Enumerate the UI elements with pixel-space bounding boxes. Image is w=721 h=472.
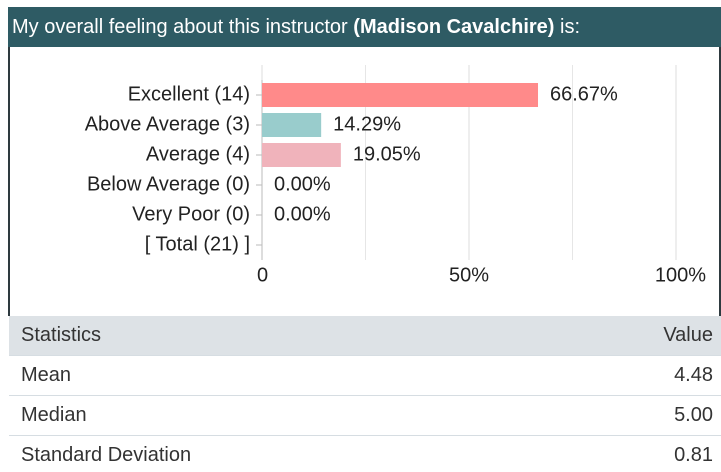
x-tick-label: 0 — [257, 264, 268, 286]
category-label: Below Average (0) — [87, 173, 250, 195]
category-label: Excellent (14) — [128, 83, 250, 105]
table-cell: Median — [9, 395, 531, 436]
bar — [262, 143, 341, 167]
table-header-row: Statistics Value — [9, 316, 721, 356]
category-label: [ Total (21) ] — [145, 233, 250, 255]
table-cell: 0.81 — [530, 435, 721, 472]
instructor-name: (Madison Cavalchire) — [353, 16, 555, 38]
statistics-table: Statistics Value Mean 4.48 Median 5.00 Standar… — [9, 316, 721, 472]
value-label: 19.05% — [353, 143, 421, 165]
table-row: Mean 4.48 — [9, 355, 721, 396]
bar — [262, 83, 539, 107]
header-cell: Value — [530, 316, 721, 356]
bar — [262, 113, 322, 137]
chart: 0 50% 100% Excellent (14) 66.67% Above Averag… — [8, 47, 721, 316]
question-header: My overall feeling about this instructor… — [8, 7, 721, 47]
header-text: is: — [560, 16, 581, 38]
table-cell: 4.48 — [530, 355, 721, 396]
category-label: Above Average (3) — [85, 113, 250, 135]
value-label: 66.67% — [550, 83, 618, 105]
table-cell: Standard Deviation — [9, 435, 531, 472]
category-label: Average (4) — [146, 143, 250, 165]
table-row: Median 5.00 — [9, 395, 721, 436]
value-label: 14.29% — [333, 113, 401, 135]
header-text: My overall feeling about this instructor — [12, 16, 348, 38]
value-label: 0.00% — [274, 203, 331, 225]
category-label: Very Poor (0) — [132, 203, 250, 225]
x-tick-label: 50% — [449, 264, 489, 286]
x-tick-label: 100% — [655, 264, 706, 286]
table-cell: Mean — [9, 355, 531, 396]
table-row: Standard Deviation 0.81 — [9, 435, 721, 472]
header-cell: Statistics — [9, 316, 531, 356]
table-cell: 5.00 — [530, 395, 721, 436]
value-label: 0.00% — [274, 173, 331, 195]
